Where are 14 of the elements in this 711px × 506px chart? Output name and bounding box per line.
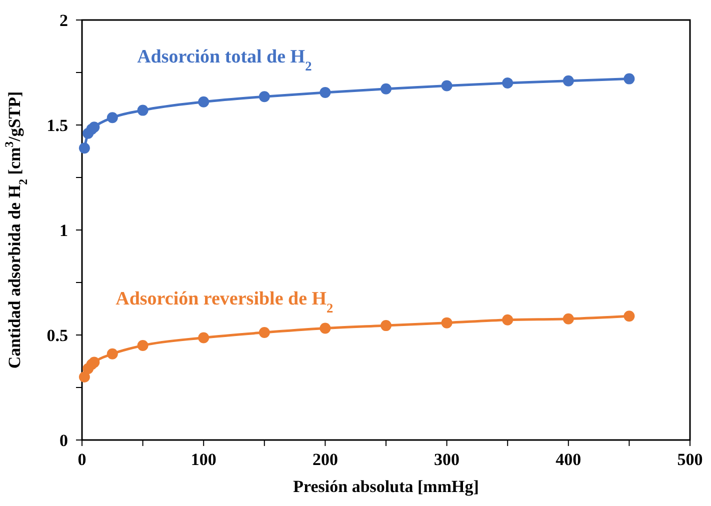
x-tick-label: 100 bbox=[190, 450, 216, 469]
series-label: Adsorción reversible de H$_{2}$ bbox=[116, 288, 334, 315]
x-tick-label: 200 bbox=[312, 450, 338, 469]
y-tick-label: 2 bbox=[60, 10, 68, 30]
x-axis-title: Presión absoluta [mmHg] bbox=[293, 477, 479, 496]
x-tick-label: 0 bbox=[78, 450, 86, 469]
y-tick-label: 1.5 bbox=[46, 116, 68, 135]
x-tick-label: 300 bbox=[434, 450, 460, 469]
y-tick-label: 1 bbox=[60, 220, 68, 240]
y-tick-label: 0 bbox=[60, 430, 68, 450]
x-tick-label: 500 bbox=[677, 450, 703, 469]
x-tick-label: 400 bbox=[556, 450, 582, 469]
y-tick-label: 0.5 bbox=[46, 326, 68, 345]
series-label: Adsorción total de H$_{2}$ bbox=[137, 46, 312, 74]
